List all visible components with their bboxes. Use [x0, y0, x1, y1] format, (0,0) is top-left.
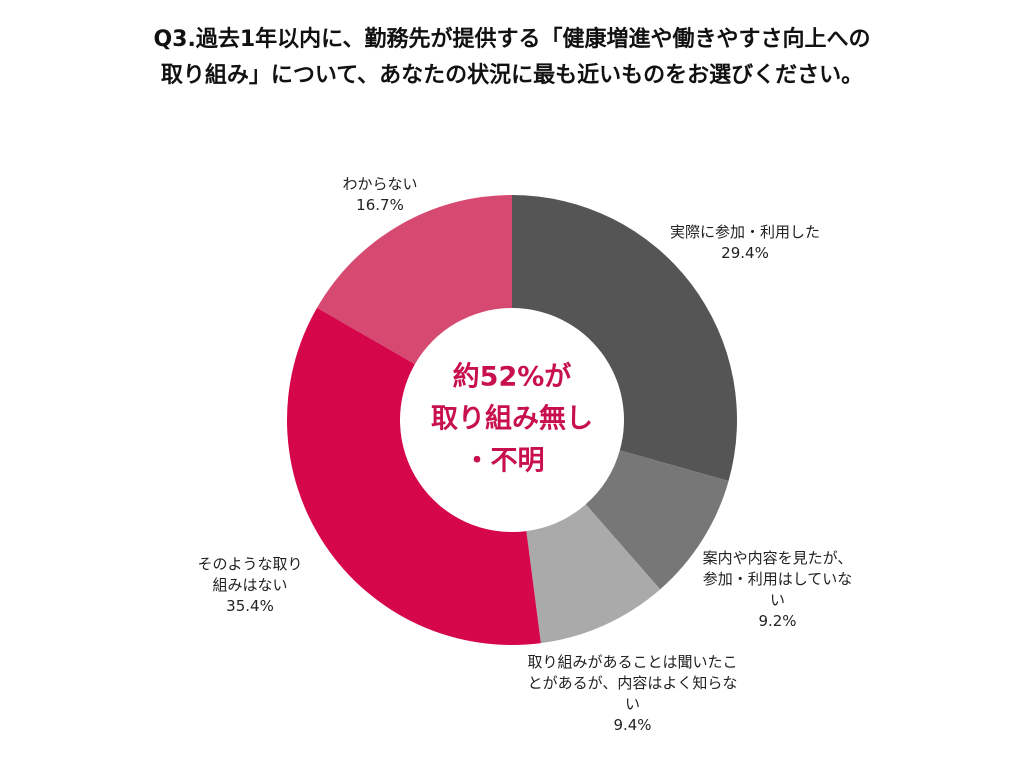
value-label: 29.4%: [721, 244, 769, 262]
center-annotation: 取り組み無し: [431, 403, 593, 435]
donut-slice: [512, 195, 737, 482]
title-line: Q3.過去1年以内に、勤務先が提供する「健康増進や働きやすさ向上への: [153, 27, 871, 52]
data-label: 実際に参加・利用した 29.4%: [640, 222, 850, 264]
value-label: 16.7%: [356, 196, 404, 214]
category-label: 案内や内容を見たが、参加・利用はしていない: [702, 549, 853, 609]
value-label: 9.4%: [613, 716, 652, 734]
data-label: わからない 16.7%: [320, 174, 440, 216]
value-label: 9.2%: [758, 612, 797, 630]
value-label: 35.4%: [226, 597, 274, 615]
data-label: そのような取り組みはない 35.4%: [195, 554, 305, 617]
data-label: 案内や内容を見たが、参加・利用はしていない 9.2%: [700, 548, 855, 632]
donut-slice: [585, 450, 729, 590]
category-label: 実際に参加・利用した: [669, 223, 820, 241]
donut-slice: [317, 195, 512, 365]
donut-slice: [526, 504, 661, 644]
center-annotation: 約52%が: [453, 361, 572, 393]
category-label: そのような取り組みはない: [197, 555, 303, 594]
chart-title: Q3.過去1年以内に、勤務先が提供する「健康増進や働きやすさ向上への 取り組み」…: [0, 22, 1024, 94]
center-annotation: ・不明: [464, 446, 545, 477]
title-line: 取り組み」について、あなたの状況に最も近いものをお選びください。: [160, 63, 864, 88]
donut-slice: [287, 307, 541, 645]
data-label: 取り組みがあることは聞いたことがあるが、内容はよく知らない 9.4%: [525, 652, 740, 736]
category-label: 取り組みがあることは聞いたことがあるが、内容はよく知らない: [527, 653, 738, 713]
category-label: わからない: [342, 175, 418, 193]
